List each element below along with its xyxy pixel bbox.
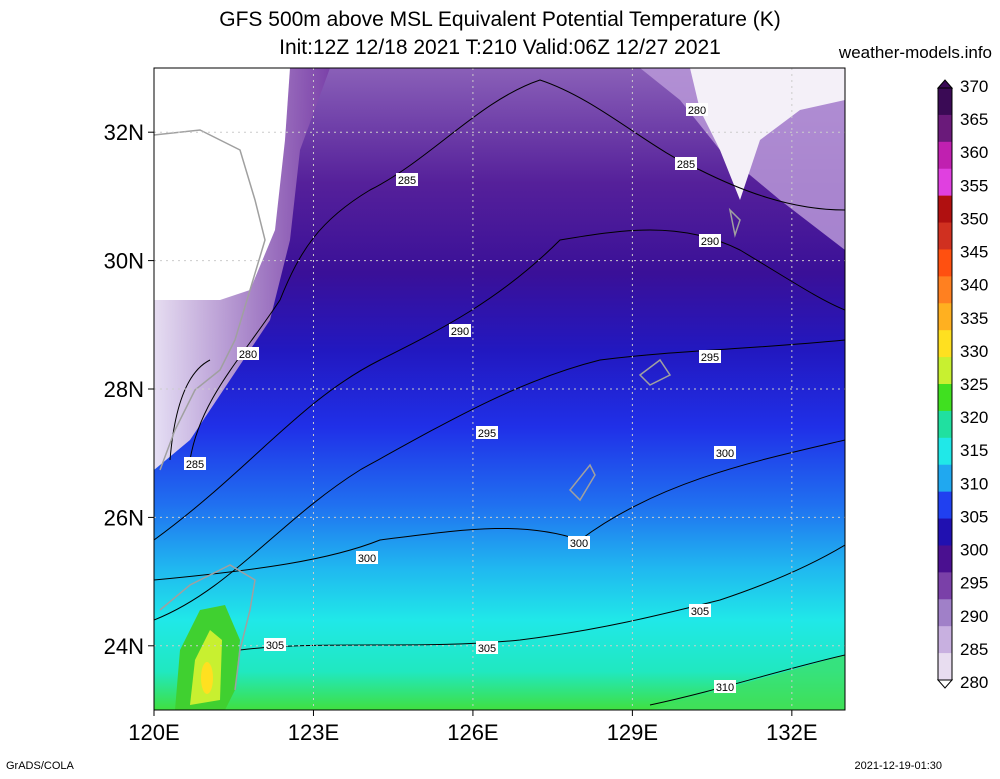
contour-label-box xyxy=(396,173,418,186)
colorbar-label: 320 xyxy=(960,408,988,427)
contour-label: 280 xyxy=(688,105,706,117)
colorbar-segment xyxy=(938,141,952,170)
contour-label-box xyxy=(568,536,590,549)
colorbar-label: 335 xyxy=(960,309,988,328)
colorbar-label: 340 xyxy=(960,276,988,295)
china-land xyxy=(154,68,290,300)
colorbar-segment xyxy=(938,276,952,304)
colorbar-segment xyxy=(938,114,952,143)
contour-label-box xyxy=(237,347,259,360)
colorbar-label: 360 xyxy=(960,143,988,162)
contour-label: 290 xyxy=(451,326,469,338)
colorbar-label: 300 xyxy=(960,541,988,560)
colorbar-segment xyxy=(938,384,952,412)
contour-label-box xyxy=(476,426,498,439)
colorbar-label: 295 xyxy=(960,574,988,593)
contour-label-box xyxy=(449,324,471,337)
contour-label: 285 xyxy=(677,159,695,171)
lat-tick-label: 30N xyxy=(104,249,144,274)
contour-label: 295 xyxy=(701,352,719,364)
lat-tick-label: 24N xyxy=(104,634,144,659)
colorbar: 370 365 360 355 350 345 340 335 330 325 320 315 310 3… xyxy=(936,77,988,692)
colorbar-top-arrow xyxy=(936,79,954,89)
credit-text: GrADS/COLA xyxy=(6,760,74,772)
contour-label: 305 xyxy=(691,606,709,618)
colorbar-segment xyxy=(938,222,952,250)
colorbar-label: 345 xyxy=(960,243,988,262)
colorbar-segment xyxy=(938,249,952,277)
lon-tick-label: 132E xyxy=(766,720,817,745)
lon-tick-label: 120E xyxy=(128,720,179,745)
colorbar-label: 365 xyxy=(960,110,988,129)
colorbar-segment xyxy=(938,437,952,466)
contour-label: 305 xyxy=(266,640,284,652)
map-subtitle: Init:12Z 12/18 2021 T:210 Valid:06Z 12/2… xyxy=(279,36,721,59)
contour-label-box xyxy=(714,446,736,459)
contour-label-box xyxy=(264,638,286,651)
contour-label: 295 xyxy=(478,428,496,440)
lat-tick-label: 32N xyxy=(104,120,144,145)
contour-label: 305 xyxy=(478,643,496,655)
colorbar-label: 350 xyxy=(960,209,988,228)
contour-label: 300 xyxy=(716,448,734,460)
colorbar-segment xyxy=(938,303,952,331)
colorbar-label: 290 xyxy=(960,607,988,626)
contour-label-box xyxy=(699,234,721,247)
lat-tick-label: 28N xyxy=(104,377,144,402)
contour-label-box xyxy=(184,457,206,470)
colorbar-label: 280 xyxy=(960,673,988,692)
colorbar-segment xyxy=(938,357,952,385)
colorbar-label: 315 xyxy=(960,441,988,460)
colorbar-segment xyxy=(938,88,952,116)
colorbar-segment xyxy=(938,195,952,224)
colorbar-label: 285 xyxy=(960,640,988,659)
contour-label: 300 xyxy=(570,538,588,550)
contour-label-box xyxy=(356,551,378,564)
colorbar-segment xyxy=(938,545,952,573)
lon-tick-label: 126E xyxy=(447,720,498,745)
colorbar-label: 325 xyxy=(960,375,988,394)
site-name: weather-models.info xyxy=(838,43,992,62)
colorbar-segment xyxy=(938,599,952,627)
contour-label: 285 xyxy=(398,175,416,187)
contour-label-box xyxy=(675,157,697,170)
lon-tick-label: 129E xyxy=(607,720,658,745)
kyushu-land xyxy=(690,68,845,200)
colorbar-segment xyxy=(938,491,952,520)
colorbar-segment xyxy=(938,168,952,197)
lat-tick-label: 26N xyxy=(104,505,144,530)
colorbar-frame xyxy=(937,87,953,681)
contour-label-box xyxy=(689,604,711,617)
contour-label-box xyxy=(476,641,498,654)
colorbar-segment xyxy=(938,626,952,654)
map-title: GFS 500m above MSL Equivalent Potential … xyxy=(219,8,781,31)
colorbar-segment xyxy=(938,330,952,358)
lon-tick-label: 123E xyxy=(288,720,339,745)
colorbar-segment xyxy=(938,410,952,439)
colorbar-segment xyxy=(938,464,952,493)
contour-label-box xyxy=(686,103,708,116)
contour-label: 280 xyxy=(239,349,257,361)
axis-ticks: 120E 123E 126E 129E 132E 24N 26N 28N 30N 32N xyxy=(104,120,818,745)
contour-label: 300 xyxy=(358,553,376,565)
contour-label-box xyxy=(714,680,736,693)
contour-labels: 280 280 285 285 285 290 290 295 295 300 300 300 305 3… xyxy=(184,103,736,694)
colorbar-segment xyxy=(938,572,952,600)
colorbar-bottom-arrow xyxy=(936,679,954,689)
contour-label: 285 xyxy=(186,459,204,471)
coastlines xyxy=(154,129,741,691)
colorbar-label: 310 xyxy=(960,474,988,493)
colorbar-label: 330 xyxy=(960,342,988,361)
colorbar-label: 305 xyxy=(960,507,988,526)
timestamp-text: 2021-12-19-01:30 xyxy=(854,760,942,772)
colorbar-label: 370 xyxy=(960,77,988,96)
contour-label: 290 xyxy=(701,236,719,248)
contour-label: 310 xyxy=(716,682,734,694)
colorbar-segment xyxy=(938,518,952,546)
contour-label-box xyxy=(699,350,721,363)
colorbar-label: 355 xyxy=(960,176,988,195)
colorbar-segment xyxy=(938,653,952,681)
